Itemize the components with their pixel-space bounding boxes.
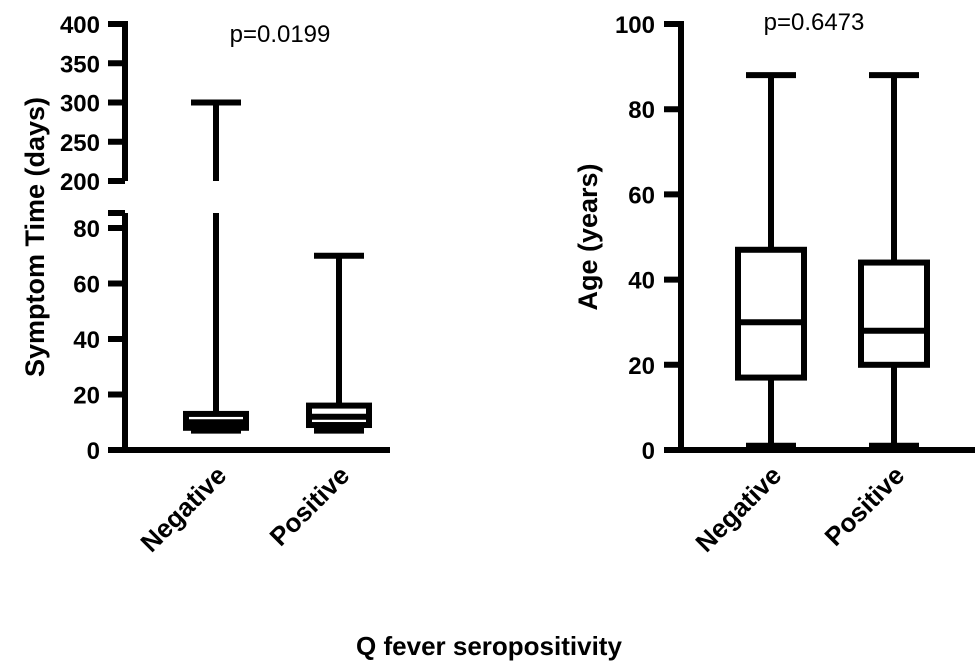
category-label: Negative (689, 460, 787, 558)
left-y-tick-label: 200 (60, 169, 100, 196)
left-y-tick-label: 80 (73, 216, 100, 243)
left-y-tick-label: 20 (73, 383, 100, 410)
box-negative (183, 99, 249, 434)
left-y-axis: 0 20 40 60 80 200 250 300 350 400 (60, 12, 390, 465)
right-y-tick-label: 20 (628, 353, 655, 380)
box-negative (735, 72, 807, 449)
left-y-tick-label: 250 (60, 130, 100, 157)
right-y-tick-label: 100 (615, 12, 655, 39)
category-label: Negative (134, 460, 232, 558)
left-y-tick-label: 300 (60, 91, 100, 118)
left-p-value: p=0.0199 (230, 21, 331, 48)
right-y-axis-label: Age (years) (573, 163, 603, 310)
right-p-value: p=0.6473 (764, 9, 865, 36)
box-positive (858, 72, 930, 449)
left-y-tick-label: 0 (87, 438, 100, 465)
left-y-tick-label: 350 (60, 51, 100, 78)
left-boxes (183, 99, 372, 434)
left-y-tick-label: 60 (73, 272, 100, 299)
left-y-tick-label: 400 (60, 12, 100, 39)
symptom-time-chart: p=0.0199 Symptom Time (days) 0 20 40 60 80 20… (20, 12, 390, 558)
category-label: Positive (819, 460, 911, 552)
iqr-box (735, 246, 807, 381)
right-y-tick-label: 40 (628, 268, 655, 295)
right-y-tick-label: 0 (642, 438, 655, 465)
category-label: Positive (264, 460, 356, 552)
age-chart: p=0.6473 Age (years) 0 20 40 60 80 100 Negati… (573, 9, 975, 558)
left-y-tick-label: 40 (73, 327, 100, 354)
box-positive (306, 252, 372, 434)
iqr-box (858, 259, 930, 368)
left-y-axis-label: Symptom Time (days) (20, 97, 50, 377)
right-y-tick-label: 80 (628, 97, 655, 124)
shared-x-axis-title: Q fever seropositivity (356, 631, 622, 661)
right-boxes (735, 72, 930, 449)
right-category-labels: Negative Positive (689, 460, 910, 558)
right-y-tick-label: 60 (628, 182, 655, 209)
right-y-axis: 0 20 40 60 80 100 (615, 12, 975, 465)
left-category-labels: Negative Positive (134, 460, 355, 558)
